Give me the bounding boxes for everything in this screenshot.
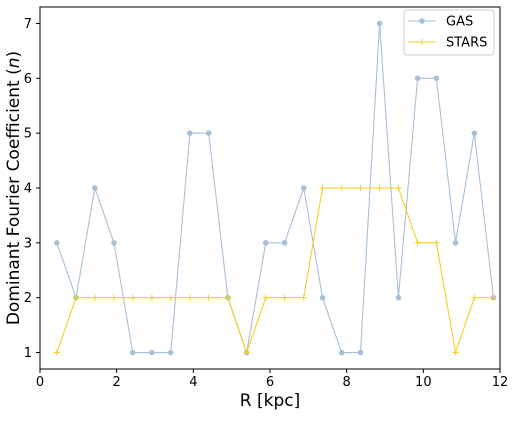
legend-marker-stars — [419, 39, 425, 45]
data-point-stars — [357, 185, 364, 191]
data-point-stars — [262, 294, 269, 301]
series-line-gas — [56, 23, 495, 354]
x-tick-label: 12 — [492, 375, 509, 390]
data-point-stars — [433, 239, 440, 246]
legend-item-gas: GAS — [408, 15, 473, 30]
data-point-stars — [300, 294, 307, 301]
data-point-stars — [186, 294, 193, 301]
data-point-gas — [338, 349, 345, 356]
y-tick-label: 6 — [24, 72, 32, 87]
data-point-gas — [167, 349, 174, 356]
data-point-gas — [281, 240, 288, 246]
data-point-stars — [395, 185, 402, 191]
data-point-stars — [148, 294, 155, 301]
x-tick-label: 8 — [343, 375, 351, 390]
data-point-stars — [281, 294, 288, 301]
data-point-stars — [167, 294, 174, 301]
data-point-stars — [91, 294, 98, 301]
x-tick-label: 6 — [266, 375, 274, 390]
data-point-stars — [243, 349, 250, 356]
y-tick-label: 1 — [24, 346, 32, 361]
y-axis-label-close: ) — [4, 51, 24, 58]
data-point-gas — [187, 130, 193, 136]
data-point-stars — [471, 294, 478, 301]
data-point-gas — [433, 75, 440, 82]
data-point-gas — [395, 294, 402, 301]
data-point-gas — [262, 240, 269, 246]
series-stars — [53, 185, 497, 356]
data-point-gas — [452, 240, 459, 246]
y-axis-label: Dominant Fourier Coefficient (n) — [4, 51, 24, 325]
legend-label-gas: GAS — [446, 15, 473, 30]
data-point-gas — [319, 294, 326, 301]
data-point-stars — [205, 294, 212, 301]
x-tick-label: 10 — [415, 375, 432, 390]
x-tick-label: 0 — [36, 375, 44, 390]
data-point-stars — [110, 294, 117, 301]
y-axis-label-main: Dominant Fourier Coefficient ( — [4, 68, 24, 325]
x-tick-label: 2 — [113, 375, 121, 390]
data-point-gas — [300, 185, 307, 191]
data-point-stars — [490, 294, 497, 301]
x-tick-label: 4 — [189, 375, 197, 390]
data-point-stars — [73, 294, 80, 301]
data-point-stars — [319, 185, 326, 191]
data-point-gas — [92, 185, 98, 191]
y-tick-label: 7 — [24, 17, 32, 32]
data-point-gas — [205, 130, 212, 136]
series-layer — [53, 20, 497, 356]
plot-frame — [39, 6, 501, 370]
series-line-stars — [56, 187, 494, 355]
data-point-stars — [452, 349, 459, 356]
data-point-stars — [129, 294, 136, 301]
legend-marker-gas — [419, 18, 425, 24]
data-point-gas — [149, 349, 155, 356]
data-point-stars — [53, 349, 60, 356]
data-point-gas — [357, 349, 364, 356]
legend: GAS STARS — [403, 9, 495, 56]
data-point-gas — [471, 130, 478, 136]
y-tick-label: 2 — [24, 291, 32, 306]
data-point-stars — [376, 185, 383, 191]
data-point-stars — [338, 185, 345, 191]
x-axis-label: R [kpc] — [240, 391, 300, 411]
x-axis: 0 2 4 6 8 10 12 — [36, 369, 508, 390]
data-point-stars — [414, 239, 421, 246]
y-tick-label: 3 — [24, 236, 32, 251]
legend-item-stars: STARS — [408, 36, 487, 51]
data-point-gas — [129, 349, 136, 356]
legend-label-stars: STARS — [446, 36, 487, 51]
data-point-gas — [414, 75, 421, 82]
y-axis: 1 2 3 4 5 6 7 — [24, 17, 40, 361]
data-point-gas — [376, 20, 383, 27]
data-point-gas — [54, 240, 60, 246]
y-tick-label: 5 — [24, 127, 32, 142]
series-gas — [54, 20, 497, 356]
data-point-stars — [224, 294, 231, 301]
data-point-gas — [111, 240, 117, 246]
y-axis-label-variable: n — [4, 57, 24, 68]
y-tick-label: 4 — [24, 182, 32, 197]
